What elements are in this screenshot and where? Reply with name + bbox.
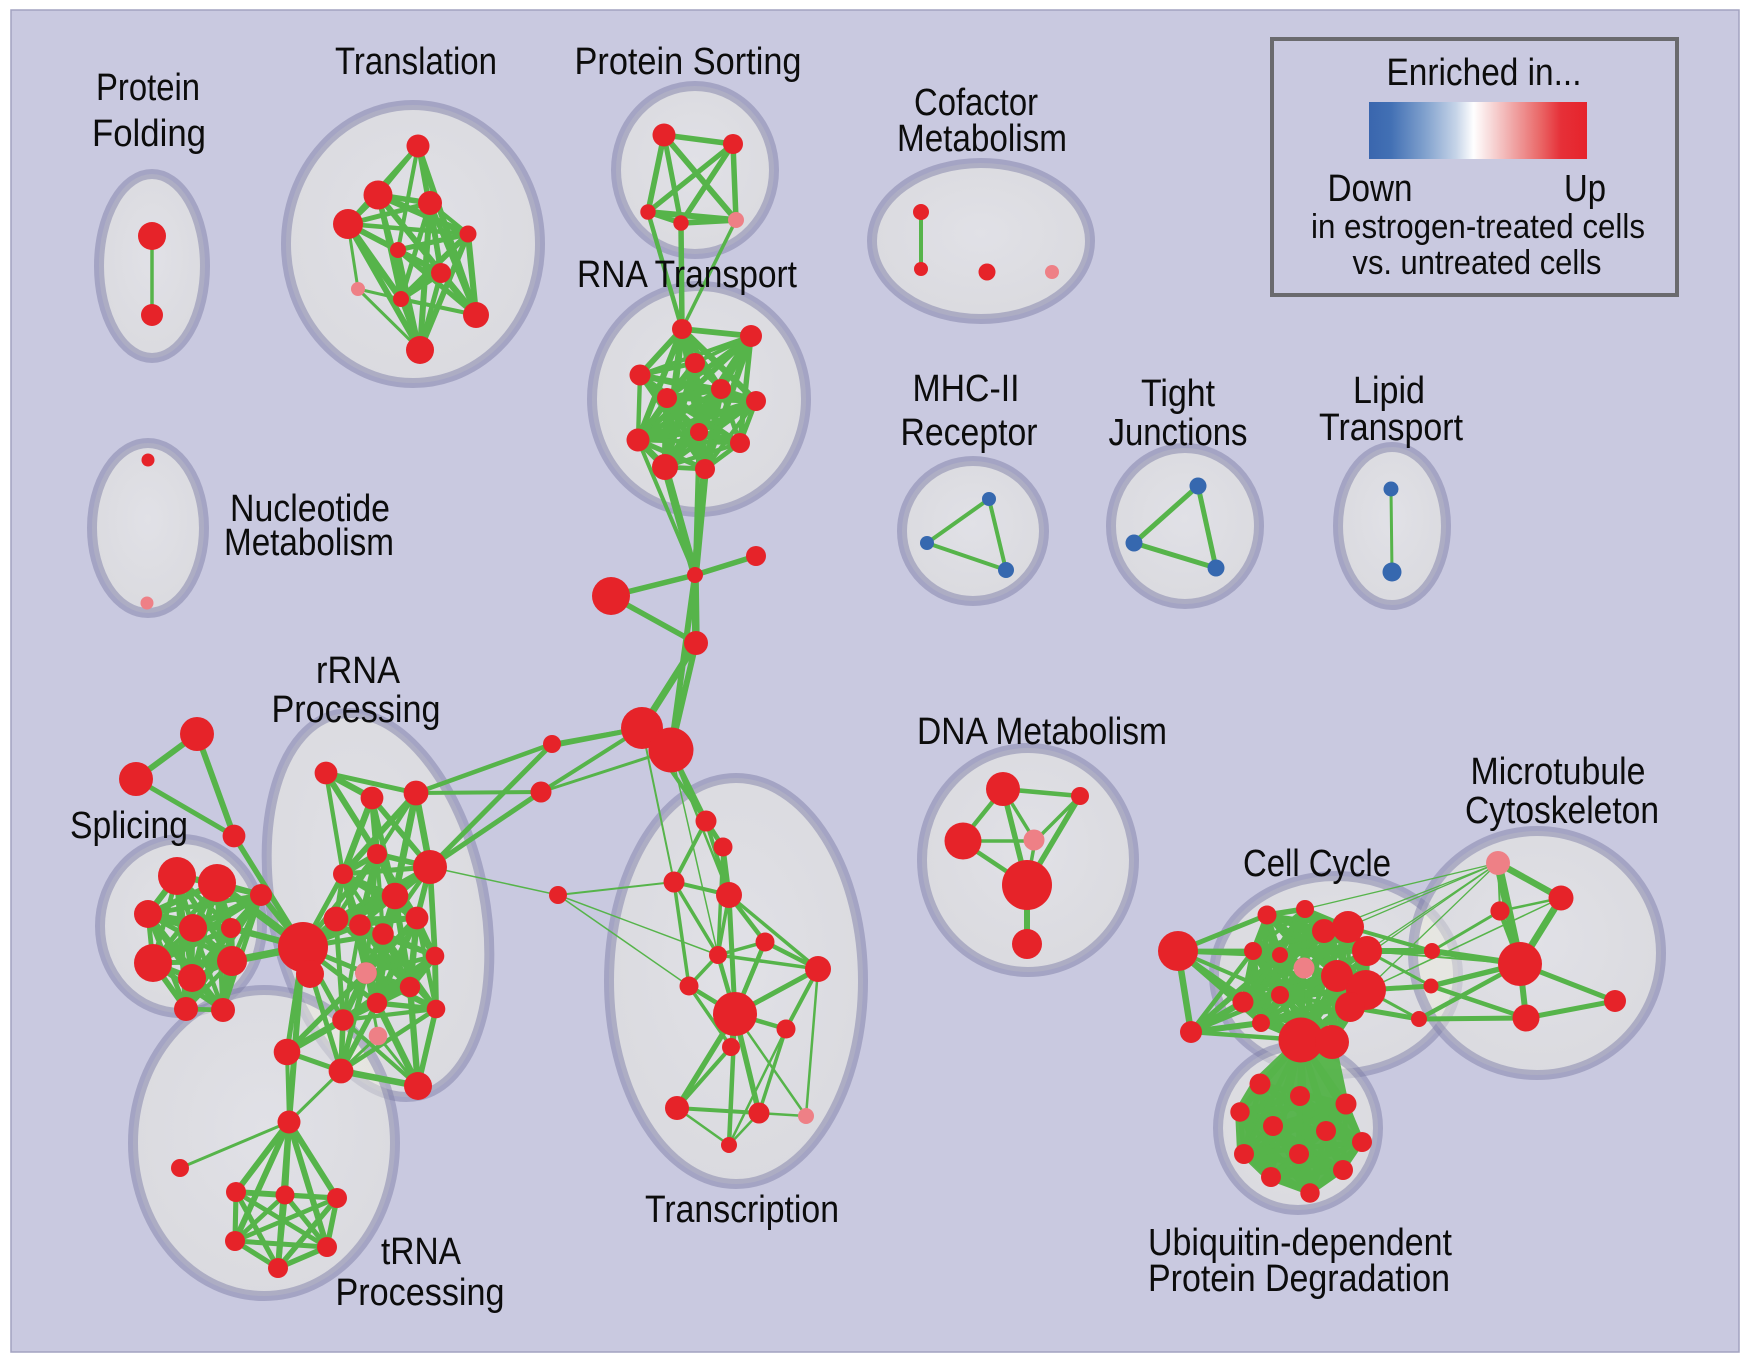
svg-text:Microtubule: Microtubule (1471, 751, 1646, 793)
svg-text:Protein Degradation: Protein Degradation (1148, 1258, 1450, 1300)
svg-text:Metabolism: Metabolism (897, 118, 1067, 160)
svg-text:Metabolism: Metabolism (224, 522, 394, 564)
svg-text:Protein Sorting: Protein Sorting (575, 41, 802, 83)
svg-text:Lipid: Lipid (1353, 370, 1425, 412)
svg-text:Cofactor: Cofactor (914, 82, 1038, 124)
svg-text:Processing: Processing (336, 1272, 505, 1314)
svg-text:Enriched in...: Enriched in... (1387, 52, 1582, 94)
svg-text:Receptor: Receptor (901, 412, 1038, 454)
svg-text:Protein: Protein (96, 67, 200, 109)
svg-text:Processing: Processing (272, 689, 441, 731)
svg-text:Translation: Translation (335, 41, 497, 83)
svg-text:rRNA: rRNA (316, 650, 401, 692)
svg-text:RNA Transport: RNA Transport (577, 254, 797, 296)
svg-text:tRNA: tRNA (381, 1231, 462, 1273)
svg-text:Transcription: Transcription (645, 1189, 839, 1231)
svg-text:Cell Cycle: Cell Cycle (1243, 843, 1391, 885)
svg-text:Tight: Tight (1141, 373, 1215, 415)
svg-text:Down: Down (1328, 168, 1413, 210)
svg-text:in estrogen-treated cells: in estrogen-treated cells (1311, 208, 1645, 246)
svg-text:Junctions: Junctions (1109, 412, 1248, 454)
svg-text:Up: Up (1564, 168, 1606, 210)
svg-text:vs. untreated cells: vs. untreated cells (1353, 244, 1602, 282)
svg-text:Splicing: Splicing (70, 805, 188, 847)
svg-text:Cytoskeleton: Cytoskeleton (1465, 790, 1659, 832)
svg-text:Folding: Folding (92, 113, 206, 155)
svg-text:Ubiquitin-dependent: Ubiquitin-dependent (1148, 1222, 1452, 1264)
svg-text:Nucleotide: Nucleotide (230, 488, 390, 530)
svg-text:Transport: Transport (1319, 407, 1463, 449)
svg-text:MHC-II: MHC-II (913, 368, 1020, 410)
svg-text:DNA Metabolism: DNA Metabolism (917, 711, 1167, 753)
